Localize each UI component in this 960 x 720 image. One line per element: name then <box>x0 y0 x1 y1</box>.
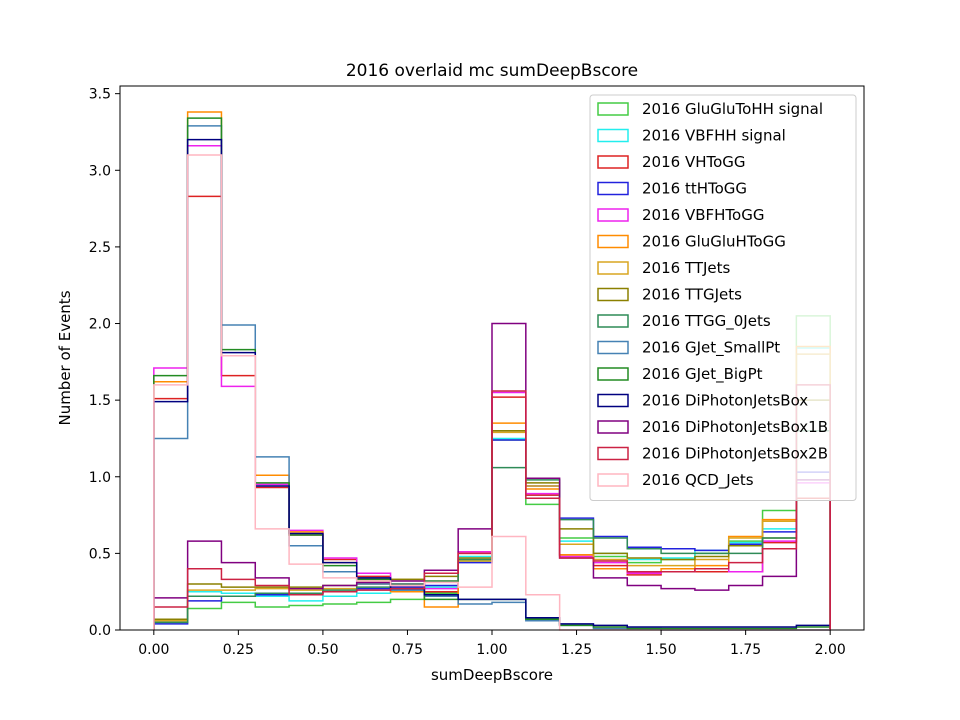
series-7-histogram <box>153 399 831 630</box>
legend-swatch <box>597 340 629 355</box>
x-tick-label: 0.25 <box>223 642 254 658</box>
series-10-histogram <box>153 117 831 630</box>
legend-box <box>589 94 857 501</box>
x-tick-label: 1.25 <box>561 642 592 658</box>
x-tick-label: 0.00 <box>138 642 169 658</box>
legend-swatch <box>597 234 629 249</box>
legend-entry-label: 2016 DiPhotonJetsBox1B <box>642 418 828 436</box>
x-tick-label: 1.75 <box>730 642 761 658</box>
legend-entry-label: 2016 VHToGG <box>642 153 746 171</box>
legend-swatch <box>597 473 629 487</box>
y-tick-label: 2.5 <box>89 240 111 256</box>
legend-entry-label: 2016 TTJets <box>642 259 731 277</box>
legend-swatch <box>597 208 629 222</box>
legend-entry-label: 2016 GJet_SmallPt <box>642 339 780 358</box>
legend-entry-label: 2016 GJet_BigPt <box>642 365 763 384</box>
legend-entry-label: 2016 ttHToGG <box>642 180 747 198</box>
x-axis-ticks: 0.00 0.25 0.50 0.75 1.00 1.25 1.50 1.75 2.00 <box>138 630 846 658</box>
legend-swatch <box>597 155 629 169</box>
x-tick-label: 2.00 <box>815 642 846 658</box>
legend-entry-label: 2016 TTGG_0Jets <box>642 312 771 331</box>
y-axis-ticks: 0.0 0.5 1.0 1.5 2.0 2.5 3.0 3.5 <box>89 87 120 639</box>
y-tick-label: 1.0 <box>89 470 111 486</box>
x-tick-label: 1.50 <box>646 642 677 658</box>
legend-entry-label: 2016 GluGluToHH signal <box>642 100 823 118</box>
y-tick-label: 0.0 <box>89 623 111 639</box>
chart-title: 2016 overlaid mc sumDeepBscore <box>346 61 638 81</box>
legend-swatch <box>597 287 629 302</box>
legend-swatch <box>597 102 629 116</box>
legend-entry-label: 2016 VBFHH signal <box>642 127 786 145</box>
legend-entry-label: 2016 DiPhotonJetsBox2B <box>642 445 828 463</box>
x-tick-label: 1.00 <box>476 642 507 658</box>
y-tick-label: 3.5 <box>89 87 111 103</box>
legend-swatch <box>597 181 629 196</box>
legend-entry-label: 2016 GluGluHToGG <box>642 233 786 251</box>
y-tick-label: 1.5 <box>89 393 111 409</box>
x-tick-label: 0.75 <box>392 642 423 658</box>
x-axis-label: sumDeepBscore <box>431 666 553 684</box>
legend-entry-label: 2016 DiPhotonJetsBox <box>642 392 808 410</box>
x-tick-label: 0.50 <box>307 642 338 658</box>
legend-swatch <box>597 367 629 381</box>
legend-swatch <box>597 420 629 434</box>
legend-swatch <box>597 446 629 461</box>
legend-swatch <box>597 393 629 408</box>
legend-swatch <box>597 128 629 143</box>
legend: 2016 GluGluToHH signal 2016 VBFHH signal 2… <box>589 94 857 501</box>
legend-entry-label: 2016 TTGJets <box>642 286 742 304</box>
legend-entry-label: 2016 VBFHToGG <box>642 206 764 224</box>
legend-swatch <box>597 314 629 328</box>
legend-swatch <box>597 261 629 275</box>
y-tick-label: 3.0 <box>89 163 111 179</box>
series-11-histogram <box>153 138 831 630</box>
y-tick-label: 0.5 <box>89 546 111 562</box>
y-axis-label: Number of Events <box>56 290 74 425</box>
y-tick-label: 2.0 <box>89 317 111 333</box>
legend-entry-label: 2016 QCD_Jets <box>642 471 754 490</box>
series-layer <box>153 111 831 631</box>
